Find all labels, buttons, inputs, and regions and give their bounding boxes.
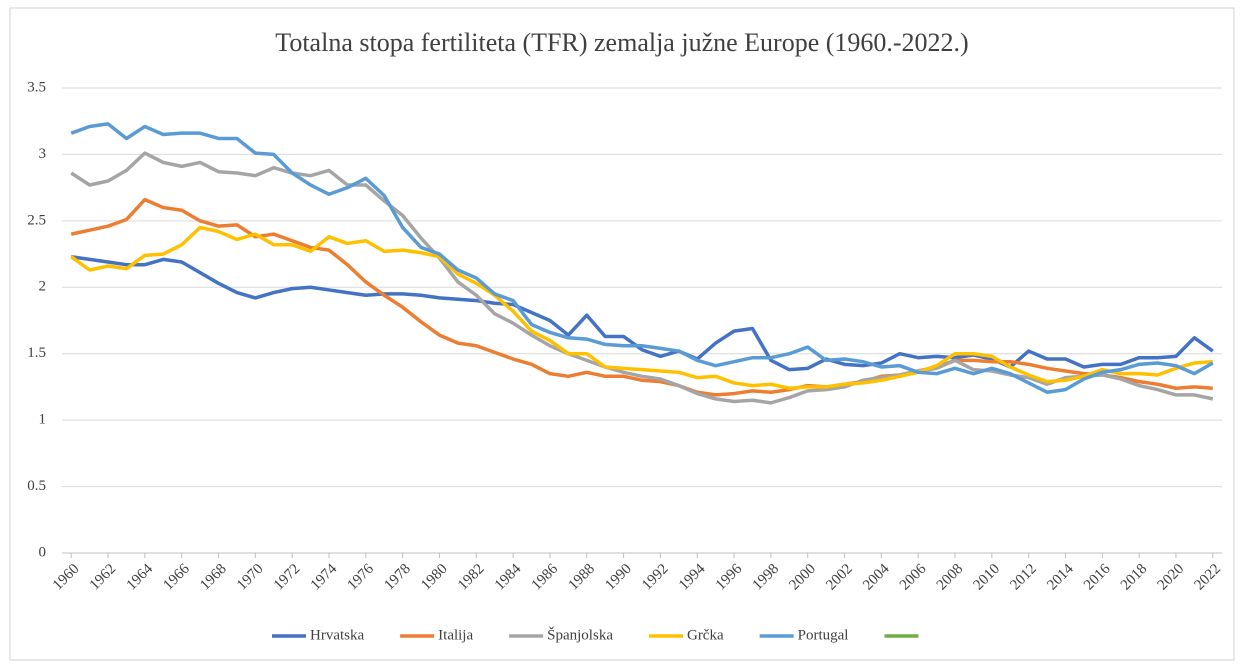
legend-label: Italija [438,627,473,643]
y-tick-label: 1.5 [27,345,46,361]
y-tick-label: 0 [39,544,47,560]
chart-title: Totalna stopa fertiliteta (TFR) zemalja … [275,28,968,57]
y-tick-label: 3.5 [27,79,46,95]
legend-label: Hrvatska [310,627,364,643]
series-line [70,254,1214,372]
y-tick-label: 2.5 [27,212,46,228]
series-line [70,225,1213,391]
legend-label: Španjolska [547,626,613,643]
series-line [70,151,1214,405]
y-tick-label: 3 [39,146,47,162]
y-tick-label: 2 [39,279,47,295]
y-tick-label: 1 [39,412,47,428]
series-line [70,122,1214,394]
legend-label: Portugal [798,627,849,643]
legend-label: Grčka [687,627,724,643]
chart-border [9,7,1235,661]
y-tick-label: 0.5 [27,478,46,494]
